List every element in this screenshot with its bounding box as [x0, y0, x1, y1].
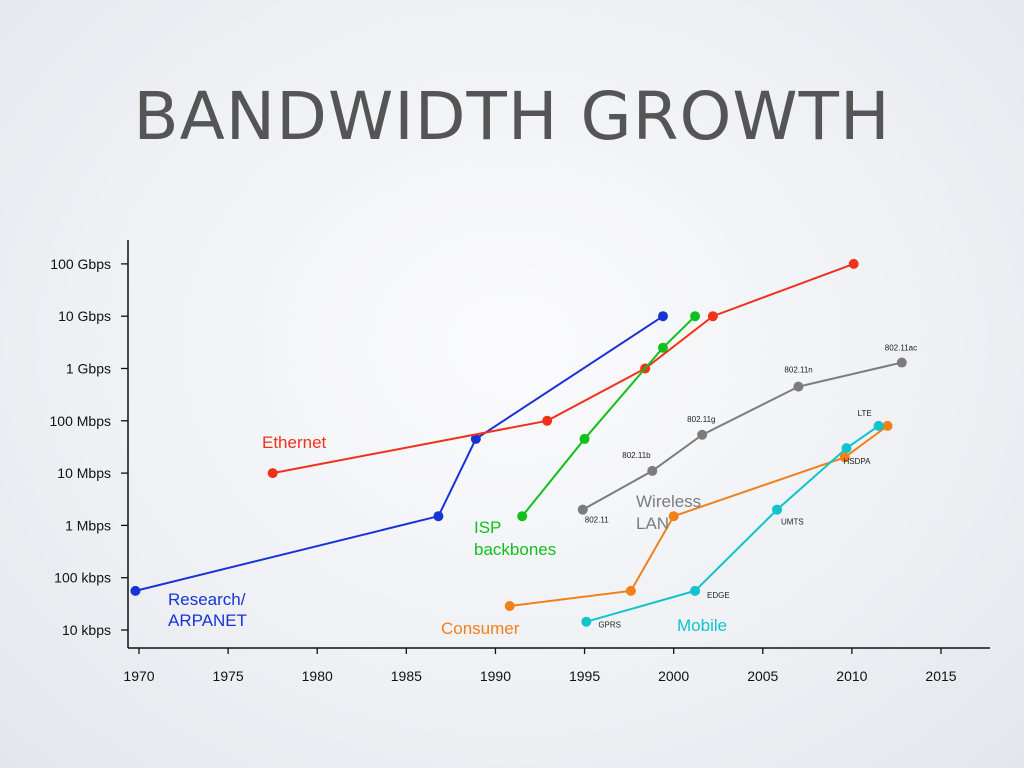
- point-label-802-11n: 802.11n: [784, 366, 812, 375]
- y-tick-label: 10 Gbps: [58, 308, 111, 324]
- data-point-ethernet: [848, 258, 859, 269]
- series-label-ethernet: Ethernet: [262, 433, 327, 452]
- data-point-ethernet: [707, 311, 718, 322]
- series-ethernet: [267, 258, 859, 479]
- series-consumer: [504, 420, 893, 611]
- series-line-research-arpanet: [135, 315, 664, 592]
- series-line-isp-backbones: [521, 315, 696, 517]
- data-point-mobile: [690, 585, 701, 596]
- point-label-umts: UMTS: [781, 518, 804, 527]
- data-point-isp-backbones: [517, 511, 528, 522]
- y-tick-label: 100 Gbps: [50, 256, 111, 272]
- series-label-wireless-lan: LAN: [636, 514, 669, 533]
- point-label-lte: LTE: [858, 409, 872, 418]
- slide-title: BANDWIDTH GROWTH: [133, 78, 891, 155]
- chart-ticks: 1970 1975 1980 1985 1990 1995 2000 2005 2010 2015…: [50, 256, 957, 684]
- y-tick-label: 10 Mbps: [57, 465, 111, 481]
- data-point-ethernet: [267, 468, 278, 479]
- series-line-ethernet: [272, 262, 855, 475]
- data-point-consumer: [625, 585, 636, 596]
- series-mobile: GPRS EDGE UMTS HSDPA LTE: [581, 409, 884, 630]
- x-tick-label: 2015: [925, 668, 956, 684]
- series-label-consumer: Consumer: [441, 619, 520, 638]
- data-point-research-arpanet: [470, 433, 481, 444]
- chart-labels: Research/ARPANET Ethernet ISP backbones Wire…: [168, 433, 727, 638]
- point-label-802-11ac: 802.11ac: [885, 344, 917, 353]
- data-point-isp-backbones: [579, 433, 590, 444]
- series-isp-backbones: [517, 311, 701, 522]
- series-label-wireless-lan: Wireless: [636, 492, 701, 511]
- x-tick-label: 1970: [123, 668, 154, 684]
- series-label-isp-backbones: backbones: [474, 540, 556, 559]
- data-point-isp-backbones: [657, 342, 668, 353]
- y-tick-label: 100 Mbps: [50, 413, 111, 429]
- y-tick-label: 10 kbps: [62, 622, 111, 638]
- data-point-consumer: [504, 600, 515, 611]
- x-tick-label: 2000: [658, 668, 689, 684]
- series-line-consumer: [509, 425, 889, 607]
- data-point-wireless-lan: [896, 357, 907, 368]
- series-label-research-arpanet: ARPANET: [168, 611, 247, 630]
- data-point-mobile: [581, 616, 592, 627]
- data-point-research-arpanet: [433, 511, 444, 522]
- data-point-mobile: [841, 443, 852, 454]
- data-point-consumer: [668, 511, 679, 522]
- data-point-consumer: [839, 452, 850, 463]
- y-tick-label: 1 Gbps: [66, 361, 111, 377]
- data-point-wireless-lan: [647, 465, 658, 476]
- point-label-802-11g: 802.11g: [687, 415, 715, 424]
- data-point-mobile: [772, 504, 783, 515]
- data-point-wireless-lan: [577, 504, 588, 515]
- x-tick-label: 1990: [480, 668, 511, 684]
- data-point-isp-backbones: [690, 311, 701, 322]
- series-label-mobile: Mobile: [677, 616, 727, 635]
- data-point-research-arpanet: [130, 585, 141, 596]
- x-tick-label: 2010: [836, 668, 867, 684]
- chart-axes: [127, 240, 990, 649]
- series-research-arpanet: [130, 311, 668, 596]
- point-label-hsdpa: HSDPA: [844, 457, 872, 466]
- series-label-isp-backbones: ISP: [474, 518, 501, 537]
- series-label-research-arpanet: Research/: [168, 590, 246, 609]
- point-label-gprs: GPRS: [598, 621, 621, 630]
- data-point-wireless-lan: [793, 381, 804, 392]
- chart-series: 802.11 802.11b 802.11g 802.11n 802.11ac GPRS E…: [130, 258, 917, 630]
- y-tick-label: 100 kbps: [54, 570, 111, 586]
- x-tick-label: 2005: [747, 668, 778, 684]
- data-point-mobile: [873, 420, 884, 431]
- point-label-802-11b: 802.11b: [622, 451, 651, 460]
- series-wireless-lan: 802.11 802.11b 802.11g 802.11n 802.11ac: [577, 344, 917, 525]
- data-point-consumer: [882, 420, 893, 431]
- x-tick-label: 1980: [302, 668, 333, 684]
- y-tick-label: 1 Mbps: [65, 517, 111, 533]
- x-tick-label: 1985: [391, 668, 422, 684]
- data-point-ethernet: [542, 415, 553, 426]
- data-point-research-arpanet: [657, 311, 668, 322]
- x-tick-label: 1995: [569, 668, 600, 684]
- point-label-edge: EDGE: [707, 591, 730, 600]
- data-point-wireless-lan: [697, 429, 708, 440]
- point-label-802-11: 802.11: [585, 516, 609, 525]
- x-tick-label: 1975: [213, 668, 244, 684]
